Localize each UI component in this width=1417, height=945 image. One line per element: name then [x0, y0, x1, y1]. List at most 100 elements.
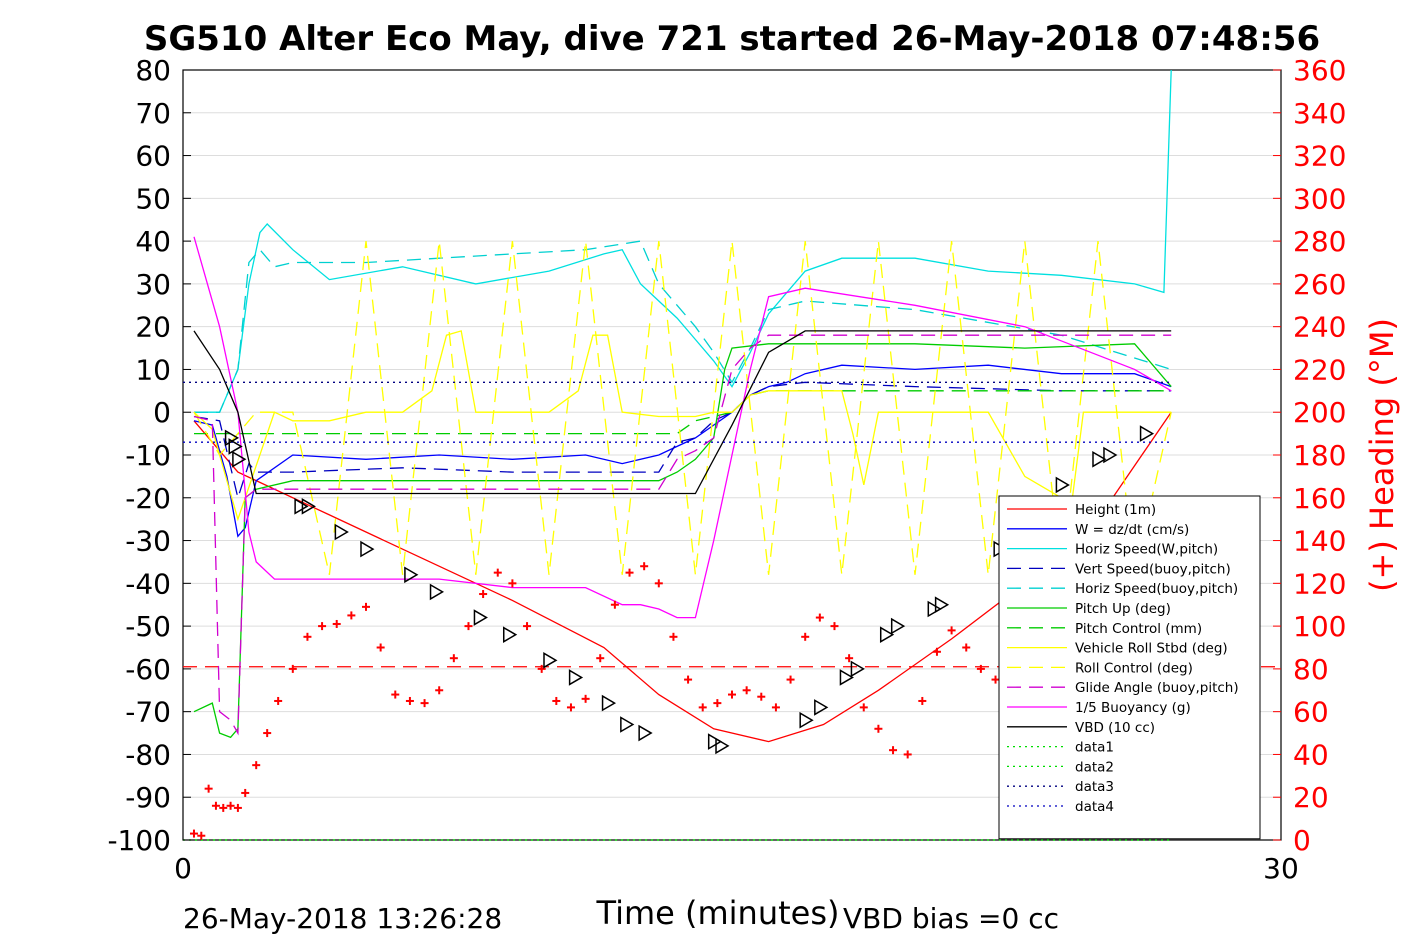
x-tick-label: 30 — [1263, 852, 1299, 885]
y2-tick-label: 180 — [1293, 439, 1346, 472]
y2-tick-label: 220 — [1293, 353, 1346, 386]
heading-point — [610, 600, 619, 609]
y-tick-label: 50 — [135, 182, 171, 215]
chart-title: SG510 Alter Eco May, dive 721 started 26… — [144, 19, 1320, 59]
heading-point — [479, 590, 488, 599]
y2-tick-label: 360 — [1293, 54, 1346, 87]
legend-label: VBD (10 cc) — [1075, 720, 1155, 736]
legend-label: Glide Angle (buoy,pitch) — [1075, 680, 1239, 696]
legend-label: W = dz/dt (cm/s) — [1075, 522, 1189, 538]
series-line-7 — [193, 330, 1172, 522]
height-marker — [814, 699, 829, 716]
heading-point — [263, 729, 272, 738]
legend-label: Horiz Speed(buoy,pitch) — [1075, 581, 1238, 597]
height-marker — [799, 711, 814, 729]
legend-label: data1 — [1075, 740, 1114, 756]
heading-point — [332, 619, 341, 628]
legend-label: Vehicle Roll Stbd (deg) — [1075, 641, 1228, 657]
height-marker — [927, 600, 942, 618]
heading-point — [464, 622, 473, 631]
y-tick-label: -40 — [125, 567, 171, 600]
height-marker — [568, 669, 584, 686]
y-axis-left-ticks: 80 70 60 50 40 30 20 10 0 -10 -20 -30 -40 -50 -60 -70 -8… — [107, 54, 191, 857]
y2-tick-label: 260 — [1293, 268, 1346, 301]
heading-point — [918, 696, 927, 705]
height-marker — [232, 450, 247, 468]
legend-label: data2 — [1075, 759, 1114, 775]
heading-point — [435, 686, 444, 695]
heading-point — [449, 654, 458, 663]
heading-point — [830, 622, 839, 631]
height-marker — [850, 660, 865, 678]
y2-tick-label: 40 — [1293, 738, 1329, 771]
legend-label: Vert Speed(buoy,pitch) — [1075, 561, 1231, 577]
height-marker — [890, 617, 906, 635]
heading-point — [684, 675, 693, 684]
heading-point — [713, 699, 722, 708]
height-marker — [1139, 425, 1155, 442]
heading-point — [889, 746, 898, 755]
series-line-4 — [194, 240, 1172, 413]
heading-point — [241, 788, 250, 797]
heading-point — [493, 568, 502, 577]
legend-label: data4 — [1075, 799, 1114, 815]
height-marker — [473, 609, 488, 626]
height-marker — [934, 596, 950, 614]
height-triangle-markers — [224, 425, 1155, 755]
heading-point — [742, 686, 751, 695]
y-tick-label: 70 — [135, 97, 171, 130]
heading-point — [552, 696, 561, 705]
y-tick-label: -20 — [125, 482, 171, 515]
heading-point — [771, 703, 780, 712]
heading-point — [391, 690, 400, 699]
heading-point — [274, 696, 283, 705]
height-marker — [360, 540, 375, 558]
legend-label: Pitch Up (deg) — [1075, 601, 1171, 617]
legend-label: data3 — [1075, 779, 1114, 795]
height-marker — [715, 737, 730, 755]
heading-point — [874, 724, 883, 733]
y2-tick-label: 20 — [1293, 781, 1329, 814]
legend-label: 1/5 Buoyancy (g) — [1075, 700, 1191, 716]
y2-axis-label: (+) Heading (°M) — [1363, 318, 1401, 592]
series-line-9 — [193, 334, 1172, 736]
heading-point — [976, 664, 985, 673]
heading-point — [669, 632, 678, 641]
height-marker — [879, 626, 895, 643]
height-marker — [502, 626, 518, 643]
y-tick-label: -10 — [125, 439, 171, 472]
heading-point — [204, 784, 213, 793]
y-tick-label: -70 — [125, 696, 171, 729]
height-marker — [1055, 476, 1070, 494]
height-marker — [638, 724, 653, 742]
heading-point — [318, 622, 327, 631]
y-tick-label: -30 — [125, 525, 171, 558]
heading-point — [523, 622, 532, 631]
heading-point — [376, 643, 385, 652]
height-marker — [1103, 446, 1118, 464]
heading-point — [420, 699, 429, 708]
y-tick-label: 20 — [135, 311, 171, 344]
height-marker — [620, 716, 635, 733]
y2-tick-label: 160 — [1293, 482, 1346, 515]
legend-label: Height (1m) — [1075, 502, 1156, 518]
heading-point — [362, 602, 370, 611]
heading-point — [728, 690, 736, 699]
heading-point — [786, 675, 795, 684]
height-marker — [301, 498, 316, 515]
y-axis-right-ticks: 3603403203002802602402202001801601401201… — [1273, 54, 1346, 857]
y2-tick-label: 120 — [1293, 567, 1346, 600]
heading-point — [640, 562, 649, 571]
y-tick-label: 80 — [135, 54, 171, 87]
y-tick-label: -60 — [125, 653, 171, 686]
heading-point — [947, 626, 956, 635]
y-tick-label: 40 — [135, 225, 171, 258]
heading-point — [903, 750, 912, 759]
heading-point — [932, 647, 941, 656]
legend-label: Horiz Speed(W,pitch) — [1075, 542, 1218, 558]
heading-point — [508, 579, 517, 588]
height-marker — [839, 669, 854, 686]
y2-tick-label: 320 — [1293, 140, 1346, 173]
footer-vbd-bias: VBD bias =0 cc — [843, 902, 1059, 935]
height-marker — [429, 583, 445, 601]
